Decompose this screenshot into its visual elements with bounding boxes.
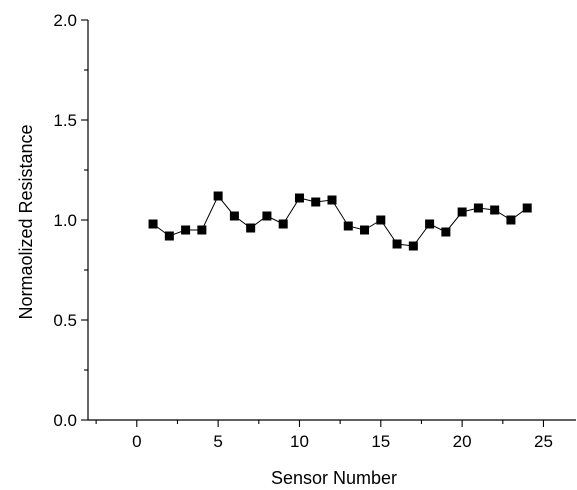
y-ticks: 0.0 0.5 1.0 1.5 2.0 (53, 11, 88, 430)
x-tick-label: 20 (453, 432, 472, 451)
x-tick-label: 25 (534, 432, 553, 451)
data-point (327, 195, 337, 205)
data-point (441, 227, 451, 237)
data-point (408, 241, 418, 251)
x-tick-label: 0 (132, 432, 141, 451)
y-tick-label: 0.5 (53, 311, 77, 330)
y-tick-label: 1.0 (53, 211, 77, 230)
data-point (473, 203, 483, 213)
series-line (152, 195, 528, 247)
data-point (522, 203, 532, 213)
data-point (229, 211, 239, 221)
data-point (181, 225, 191, 235)
x-tick-label: 5 (213, 432, 222, 451)
x-tick-label: 15 (371, 432, 390, 451)
data-point (246, 223, 256, 233)
x-ticks: 0 5 10 15 20 25 (95, 420, 553, 451)
x-tick-label: 10 (290, 432, 309, 451)
data-point (506, 215, 516, 225)
data-point (343, 221, 353, 231)
x-axis-title: Sensor Number (271, 468, 397, 488)
y-tick-label: 0.0 (53, 411, 77, 430)
y-tick-label: 1.5 (53, 111, 77, 130)
data-point (164, 231, 174, 241)
data-point (311, 197, 321, 207)
data-point (294, 193, 304, 203)
data-point (197, 225, 207, 235)
data-point (392, 239, 402, 249)
data-point (457, 207, 467, 217)
y-axis-title: Normaolized Resistance (16, 124, 36, 319)
data-point (262, 211, 272, 221)
data-point (213, 191, 223, 201)
data-point (148, 219, 158, 229)
data-point (360, 225, 370, 235)
y-tick-label: 2.0 (53, 11, 77, 30)
data-point (490, 205, 500, 215)
plot-axes (87, 20, 576, 421)
data-point (376, 215, 386, 225)
data-point (278, 219, 288, 229)
data-point (425, 219, 435, 229)
data-series (148, 191, 532, 251)
